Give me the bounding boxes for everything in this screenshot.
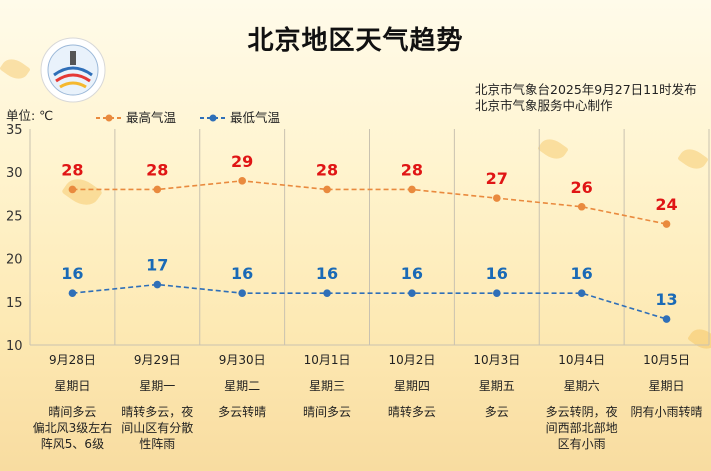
data-label: 16 xyxy=(486,264,508,283)
data-label: 28 xyxy=(401,160,423,179)
day-date: 10月5日 xyxy=(643,353,691,367)
data-label: 26 xyxy=(571,178,593,197)
series-line xyxy=(72,283,667,320)
page-title: 北京地区天气趋势 xyxy=(247,26,464,56)
weather-service-logo xyxy=(40,37,106,103)
data-point xyxy=(577,202,586,211)
day-description: 晴间多云 xyxy=(303,405,352,419)
data-point xyxy=(662,220,671,228)
day-date: 9月30日 xyxy=(218,353,266,367)
data-point xyxy=(68,185,77,194)
series-low: 16 17 16 16 16 16 16 13 xyxy=(61,256,678,323)
day-description: 多云转阴，夜间西部北部地区有小雨 xyxy=(545,405,618,451)
day-description: 晴间多云 偏北风3级左右 阵风5、6级 xyxy=(32,405,113,451)
y-axis: 10 15 20 25 30 35 xyxy=(6,123,23,354)
data-point xyxy=(238,289,246,297)
day-weekday: 星期二 xyxy=(224,379,261,393)
chart-legend: 最高气温 最低气温 xyxy=(96,110,281,125)
data-label: 29 xyxy=(231,152,253,171)
y-tick-label: 20 xyxy=(6,253,23,268)
forecast-day: 9月28日星期日晴间多云 偏北风3级左右 阵风5、6级 xyxy=(31,352,114,452)
data-point xyxy=(153,280,162,289)
day-description: 多云 xyxy=(484,405,509,419)
data-point xyxy=(153,185,162,194)
day-date: 10月3日 xyxy=(473,353,521,367)
y-tick-label: 10 xyxy=(6,339,23,354)
forecast-day: 9月30日星期二多云转晴 xyxy=(201,352,284,420)
forecast-day: 10月1日星期三晴间多云 xyxy=(286,352,369,420)
forecast-day: 10月2日星期四晴转多云 xyxy=(371,352,454,420)
data-point xyxy=(493,289,501,297)
y-tick-label: 35 xyxy=(6,123,23,138)
data-point xyxy=(238,177,246,185)
data-label: 24 xyxy=(655,195,677,214)
publisher-line-1: 北京市气象台2025年9月27日11时发布 xyxy=(475,82,697,97)
forecast-day: 9月29日星期一晴转多云，夜间山区有分散性阵雨 xyxy=(116,352,199,452)
data-point xyxy=(408,289,416,297)
day-date: 9月28日 xyxy=(48,353,96,367)
y-tick-label: 30 xyxy=(6,166,23,181)
data-point xyxy=(323,289,331,297)
data-point xyxy=(577,289,586,297)
data-point xyxy=(493,194,501,202)
day-weekday: 星期一 xyxy=(139,379,176,393)
day-weekday: 星期日 xyxy=(54,379,91,393)
unit-label: 单位: ℃ xyxy=(6,108,53,123)
data-point xyxy=(408,185,416,194)
day-description: 多云转晴 xyxy=(218,405,267,419)
data-label: 28 xyxy=(316,160,338,179)
data-label: 13 xyxy=(655,290,677,309)
data-point xyxy=(68,289,77,297)
day-date: 10月1日 xyxy=(303,353,351,367)
data-label: 16 xyxy=(571,264,593,283)
day-date: 10月2日 xyxy=(388,353,436,367)
forecast-day: 10月4日星期六多云转阴，夜间西部北部地区有小雨 xyxy=(540,352,623,452)
forecast-day: 10月5日星期日阴有小雨转晴 xyxy=(625,352,708,420)
data-point xyxy=(662,315,671,323)
day-weekday: 星期三 xyxy=(309,379,346,393)
day-weekday: 星期四 xyxy=(393,379,430,393)
data-label: 16 xyxy=(316,264,338,283)
day-weekday: 星期五 xyxy=(478,379,515,393)
series-line xyxy=(72,180,667,225)
legend-marker xyxy=(105,114,113,122)
day-date: 9月29日 xyxy=(133,353,181,367)
day-weekday: 星期日 xyxy=(648,379,685,393)
publisher-line-2: 北京市气象服务中心制作 xyxy=(475,98,613,113)
y-tick-label: 15 xyxy=(6,296,23,311)
data-label: 28 xyxy=(61,160,83,179)
data-label: 16 xyxy=(401,264,423,283)
legend-label: 最高气温 xyxy=(126,110,177,125)
data-label: 28 xyxy=(146,160,168,179)
day-date: 10月4日 xyxy=(558,353,606,367)
data-label: 16 xyxy=(231,264,253,283)
forecast-day: 10月3日星期五多云 xyxy=(455,352,538,420)
data-label: 27 xyxy=(486,169,508,188)
legend-marker xyxy=(209,114,217,122)
data-label: 17 xyxy=(146,256,168,275)
chart-grid xyxy=(29,129,710,346)
data-label: 16 xyxy=(61,264,83,283)
legend-label: 最低气温 xyxy=(230,110,281,125)
day-description: 阴有小雨转晴 xyxy=(630,405,703,419)
day-description: 晴转多云，夜间山区有分散性阵雨 xyxy=(121,405,194,451)
series-high: 28 28 29 28 28 27 26 24 xyxy=(61,152,678,228)
y-tick-label: 25 xyxy=(6,209,23,224)
data-point xyxy=(323,185,331,194)
day-description: 晴转多云 xyxy=(387,405,436,419)
day-weekday: 星期六 xyxy=(563,379,600,393)
